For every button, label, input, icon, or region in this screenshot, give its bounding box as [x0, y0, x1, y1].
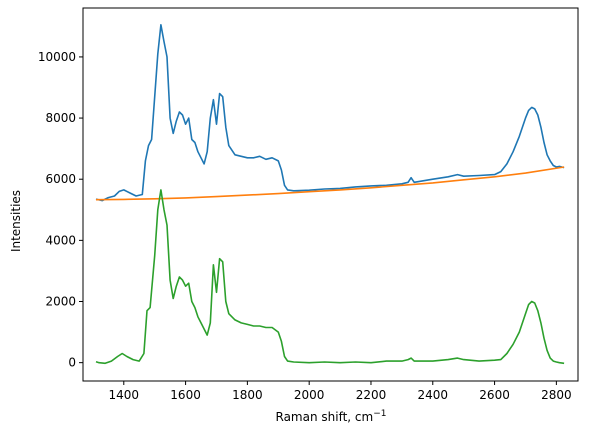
x-tick-label: 1800 — [232, 388, 263, 402]
y-tick-label: 0 — [68, 356, 76, 370]
y-tick-label: 10000 — [38, 50, 76, 64]
y-tick-label: 4000 — [45, 233, 76, 247]
y-tick-label: 8000 — [45, 111, 76, 125]
x-tick-label: 2200 — [356, 388, 387, 402]
series-line-2 — [95, 166, 565, 201]
x-tick-label: 2800 — [541, 388, 572, 402]
axes: 1400 1600 1800 2000 2200 2400 2600 2800 0 2000 400… — [38, 7, 579, 402]
x-tick-label: 2600 — [479, 388, 510, 402]
y-axis-label: Intensities — [9, 190, 23, 252]
x-tick-label: 1400 — [109, 388, 140, 402]
x-axis-label-superscript: −1 — [373, 409, 386, 419]
series-line-3 — [95, 189, 565, 365]
y-tick-label: 6000 — [45, 172, 76, 186]
series-line-1 — [95, 23, 565, 202]
plot-frame — [82, 7, 579, 382]
x-tick-label: 2000 — [294, 388, 325, 402]
x-tick-label: 1600 — [170, 388, 201, 402]
series-layer — [95, 23, 565, 365]
x-axis-label: Raman shift, cm−1 — [276, 409, 387, 424]
y-tick-label: 2000 — [45, 295, 76, 309]
x-axis-label-text: Raman shift, cm — [276, 410, 374, 424]
x-tick-label: 2400 — [418, 388, 449, 402]
